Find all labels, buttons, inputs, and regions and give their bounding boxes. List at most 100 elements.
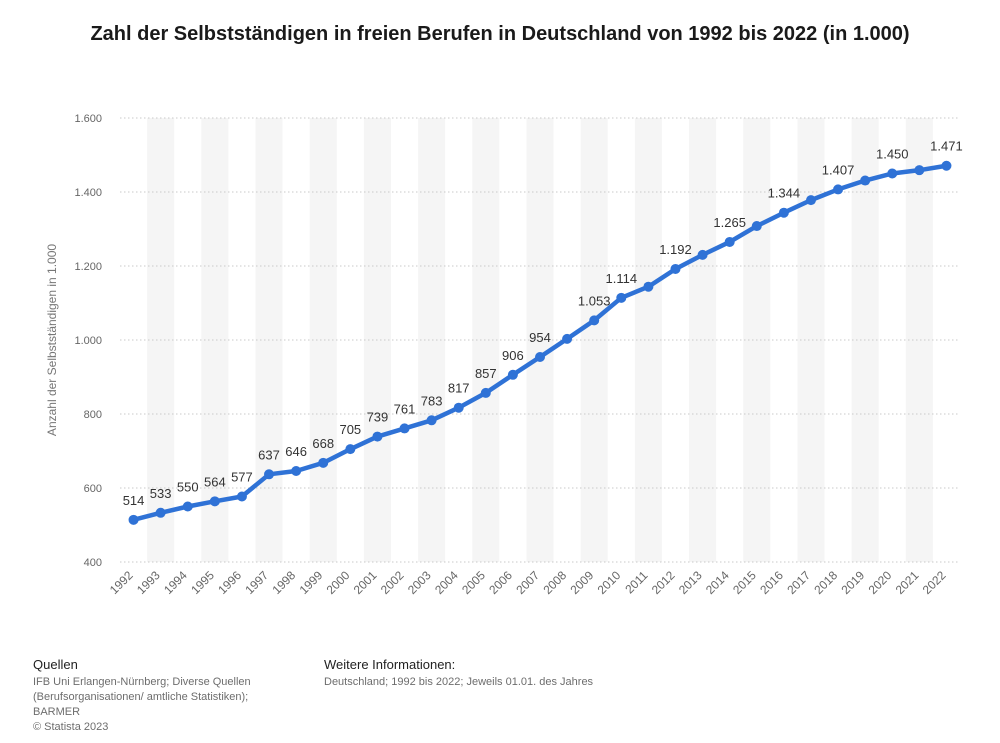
data-point	[643, 281, 654, 292]
data-labels: 514 533 550 564 577 637 646 668 705 739 761 783 817 8…	[123, 139, 963, 508]
x-tick-label: 2000	[324, 568, 353, 597]
data-point	[914, 165, 925, 176]
data-point	[345, 444, 356, 455]
data-point	[833, 184, 844, 195]
data-label: 1.192	[659, 242, 692, 257]
x-tick-label: 1994	[161, 568, 190, 597]
data-label: 564	[204, 474, 226, 489]
data-label: 1.114	[606, 271, 638, 286]
sources-line: IFB Uni Erlangen-Nürnberg; Diverse Quell…	[33, 676, 251, 688]
data-point	[236, 491, 247, 502]
data-point	[887, 168, 898, 179]
data-label: 533	[150, 486, 172, 501]
data-label: 954	[529, 330, 551, 345]
y-tick-label: 1.200	[74, 261, 102, 273]
data-point	[480, 387, 491, 398]
y-tick-label: 1.000	[74, 335, 102, 347]
data-label: 668	[312, 436, 334, 451]
line-chart: 400 600 800 1.000 1.200 1.400 1.600 Anzahl der…	[45, 113, 963, 597]
data-label: 1.471	[930, 139, 963, 154]
sources-line: BARMER	[33, 706, 81, 718]
data-label: 577	[231, 470, 253, 485]
data-point	[155, 507, 166, 518]
x-tick-label: 2018	[811, 568, 840, 597]
y-axis-ticks: 400 600 800 1.000 1.200 1.400 1.600	[74, 113, 102, 569]
data-point	[535, 352, 545, 363]
x-tick-label: 2020	[866, 568, 895, 597]
data-point	[562, 333, 573, 344]
x-tick-label: 2010	[595, 568, 624, 597]
x-tick-label: 2009	[568, 568, 597, 597]
y-tick-label: 1.400	[74, 187, 102, 199]
data-point	[778, 207, 789, 218]
data-label: 637	[258, 447, 280, 462]
data-point	[453, 402, 464, 413]
x-tick-label: 2012	[649, 568, 678, 597]
x-axis-ticks: 1992199319941995199619971998199920002001…	[107, 568, 949, 597]
column-band	[201, 118, 229, 562]
data-points	[128, 160, 952, 525]
data-point	[724, 236, 735, 247]
data-point	[941, 160, 952, 171]
x-tick-label: 2006	[486, 568, 515, 597]
x-tick-label: 2004	[432, 568, 461, 597]
x-tick-label: 2015	[730, 568, 759, 597]
x-tick-label: 2011	[622, 568, 650, 596]
data-point	[751, 221, 762, 232]
data-point	[507, 369, 518, 380]
data-label: 906	[502, 348, 524, 363]
x-tick-label: 2003	[405, 568, 434, 597]
x-tick-label: 2007	[513, 568, 542, 597]
data-label: 1.450	[876, 147, 909, 162]
grid-lines	[120, 117, 960, 563]
x-tick-label: 2002	[378, 568, 407, 597]
info-line: Deutschland; 1992 bis 2022; Jeweils 01.0…	[324, 676, 594, 688]
info-block: Weitere Informationen: Deutschland; 1992…	[324, 657, 744, 690]
data-label: 783	[421, 393, 443, 408]
data-point	[182, 501, 193, 512]
data-label: 1.407	[822, 162, 855, 177]
data-label: 1.053	[578, 293, 611, 308]
data-label: 857	[475, 366, 497, 381]
data-label: 1.265	[713, 215, 746, 230]
data-label: 1.344	[768, 186, 801, 201]
data-point	[860, 175, 871, 186]
y-axis-label: Anzahl der Selbstständigen in 1.000	[45, 244, 59, 436]
x-tick-label: 1992	[107, 568, 136, 597]
x-tick-label: 2022	[920, 568, 949, 597]
data-point	[697, 249, 708, 260]
data-point	[291, 465, 302, 476]
sources-line: © Statista 2023	[33, 721, 109, 733]
y-tick-label: 600	[84, 483, 102, 495]
data-point	[318, 457, 329, 468]
y-tick-label: 800	[84, 409, 102, 421]
x-tick-label: 1996	[215, 568, 244, 597]
y-tick-label: 400	[84, 557, 102, 569]
x-tick-label: 2013	[676, 568, 705, 597]
data-point	[426, 415, 437, 426]
data-label: 646	[285, 444, 307, 459]
data-label: 739	[367, 410, 389, 425]
chart-title: Zahl der Selbstständigen in freien Beruf…	[90, 23, 910, 45]
data-label: 705	[339, 422, 361, 437]
data-label: 514	[123, 493, 145, 508]
data-label: 761	[394, 401, 416, 416]
sources-block: Quellen IFB Uni Erlangen-Nürnberg; Diver…	[33, 657, 323, 735]
x-tick-label: 1993	[134, 568, 163, 597]
x-tick-label: 1995	[188, 568, 217, 597]
x-tick-label: 2016	[757, 568, 786, 597]
data-label: 817	[448, 381, 470, 396]
data-point	[670, 263, 681, 274]
x-tick-label: 1997	[242, 568, 271, 597]
x-tick-label: 2021	[893, 568, 922, 597]
x-tick-label: 1999	[297, 568, 326, 597]
x-tick-label: 2017	[784, 568, 813, 597]
data-point	[805, 195, 816, 206]
x-tick-label: 2001	[351, 568, 380, 597]
data-point	[264, 469, 275, 480]
x-tick-label: 2019	[839, 568, 868, 597]
data-point	[589, 315, 600, 326]
data-point	[372, 431, 383, 442]
data-label: 550	[177, 480, 199, 495]
sources-line: (Berufsorganisationen/ amtliche Statisti…	[33, 691, 249, 703]
